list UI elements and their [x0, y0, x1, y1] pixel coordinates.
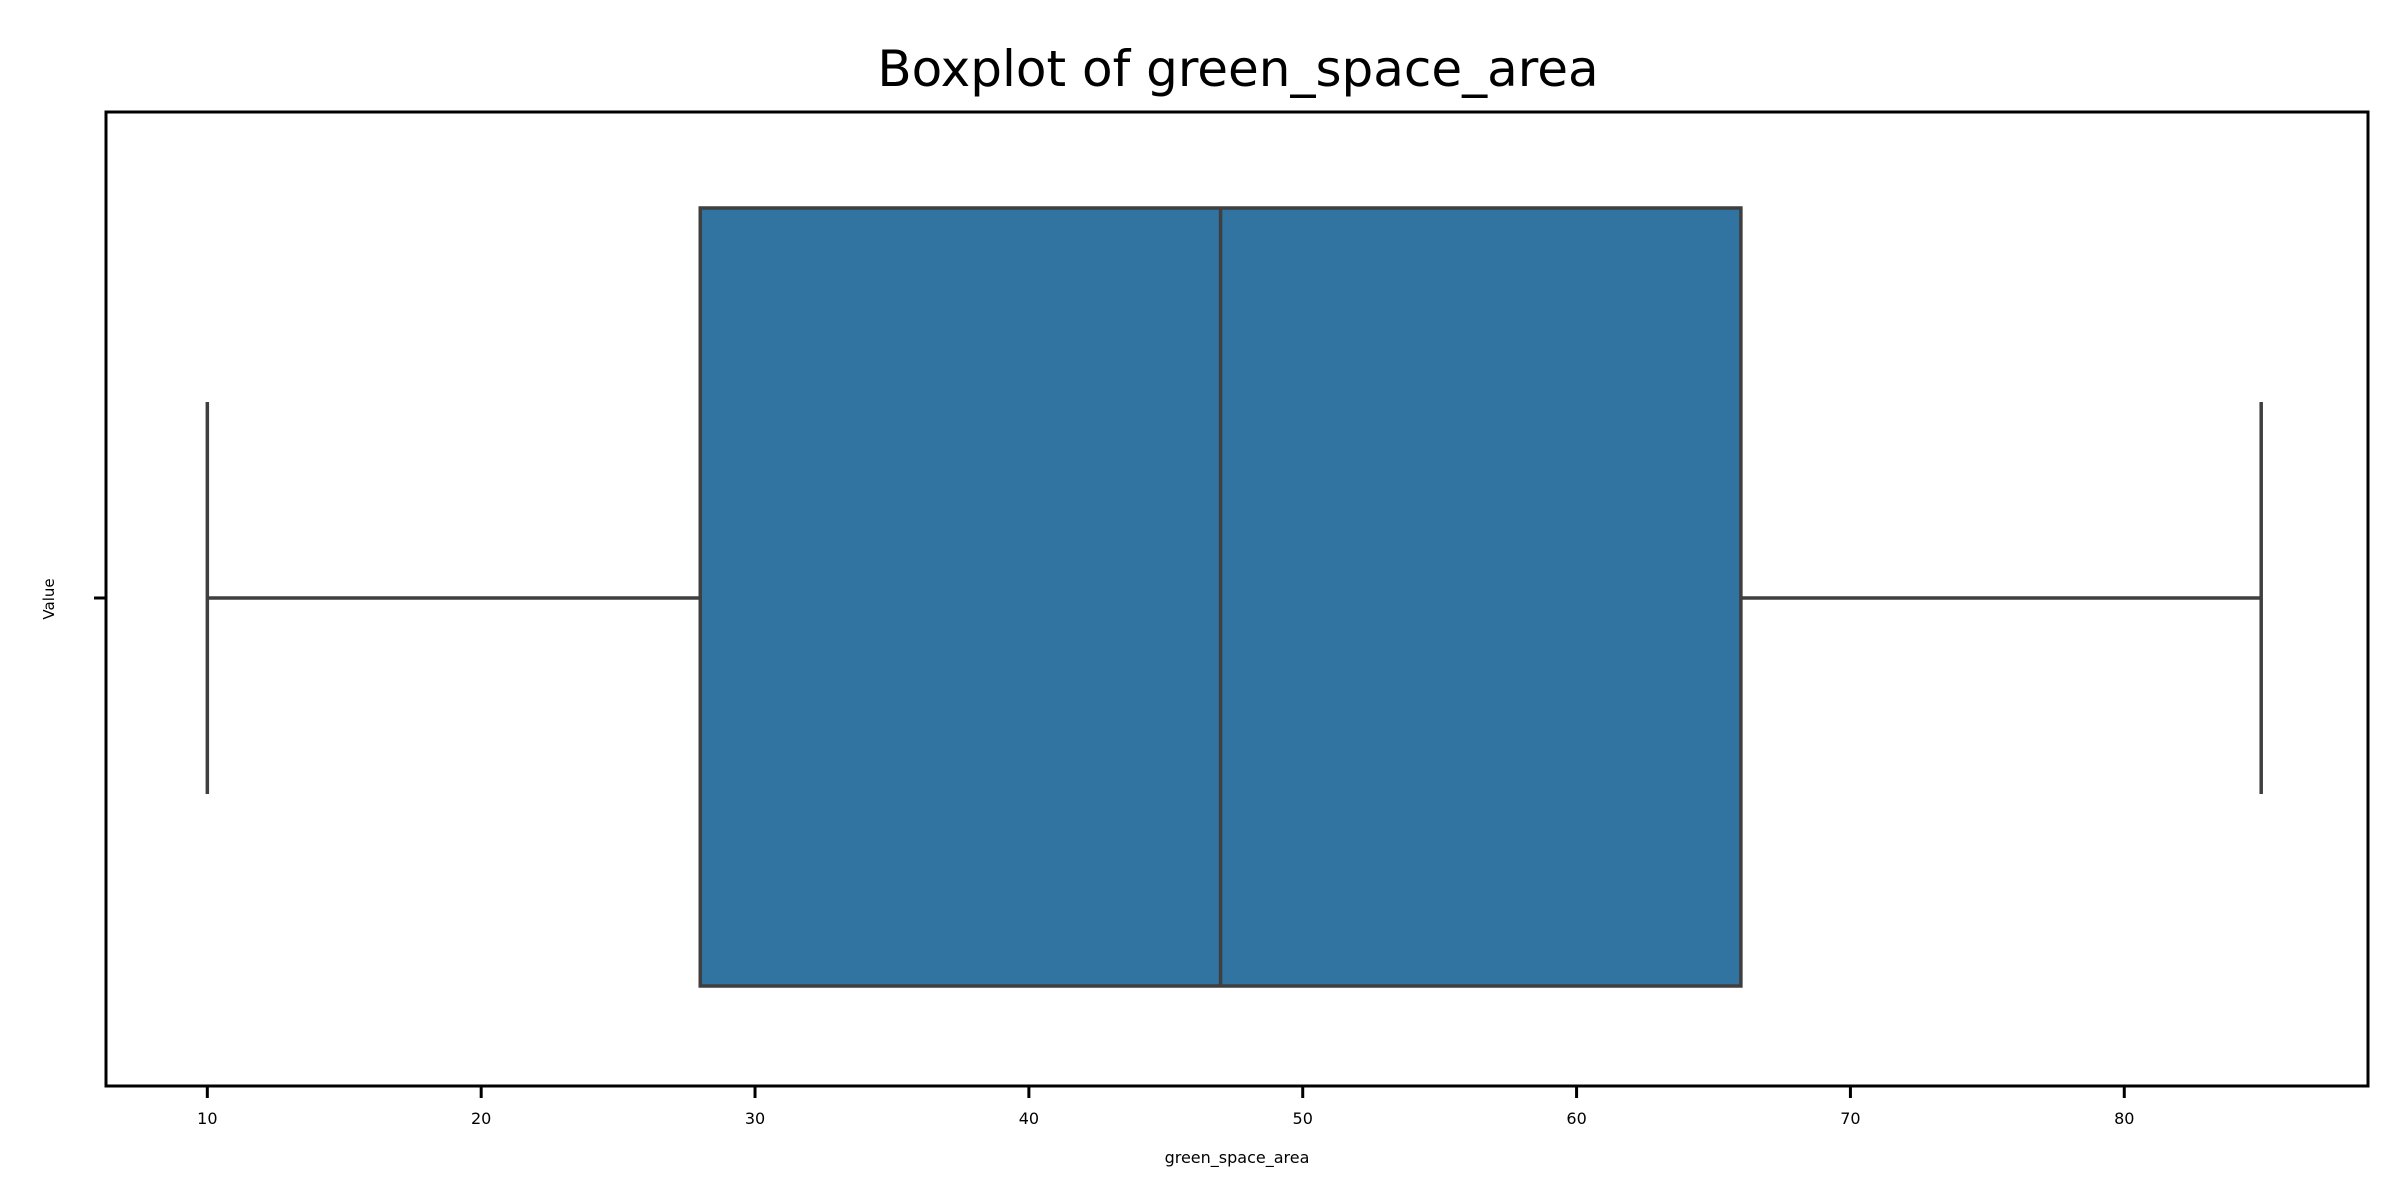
x-tick-label: 80	[2114, 1109, 2134, 1128]
x-tick-label: 70	[1840, 1109, 1860, 1128]
x-tick-label: 50	[1293, 1109, 1313, 1128]
x-axis-ticks: 10 20 30 40 50 60 70 80	[197, 1086, 2134, 1128]
x-tick-label: 60	[1566, 1109, 1586, 1128]
x-tick-label: 40	[1019, 1109, 1039, 1128]
box-series	[205, 206, 2263, 988]
chart-title: Boxplot of green_space_area	[877, 40, 1598, 98]
x-tick-label: 30	[745, 1109, 765, 1128]
x-tick-label: 10	[197, 1109, 217, 1128]
x-tick-label: 20	[471, 1109, 491, 1128]
y-axis-label: Value	[40, 578, 58, 619]
x-axis-label: green_space_area	[1165, 1148, 1310, 1168]
